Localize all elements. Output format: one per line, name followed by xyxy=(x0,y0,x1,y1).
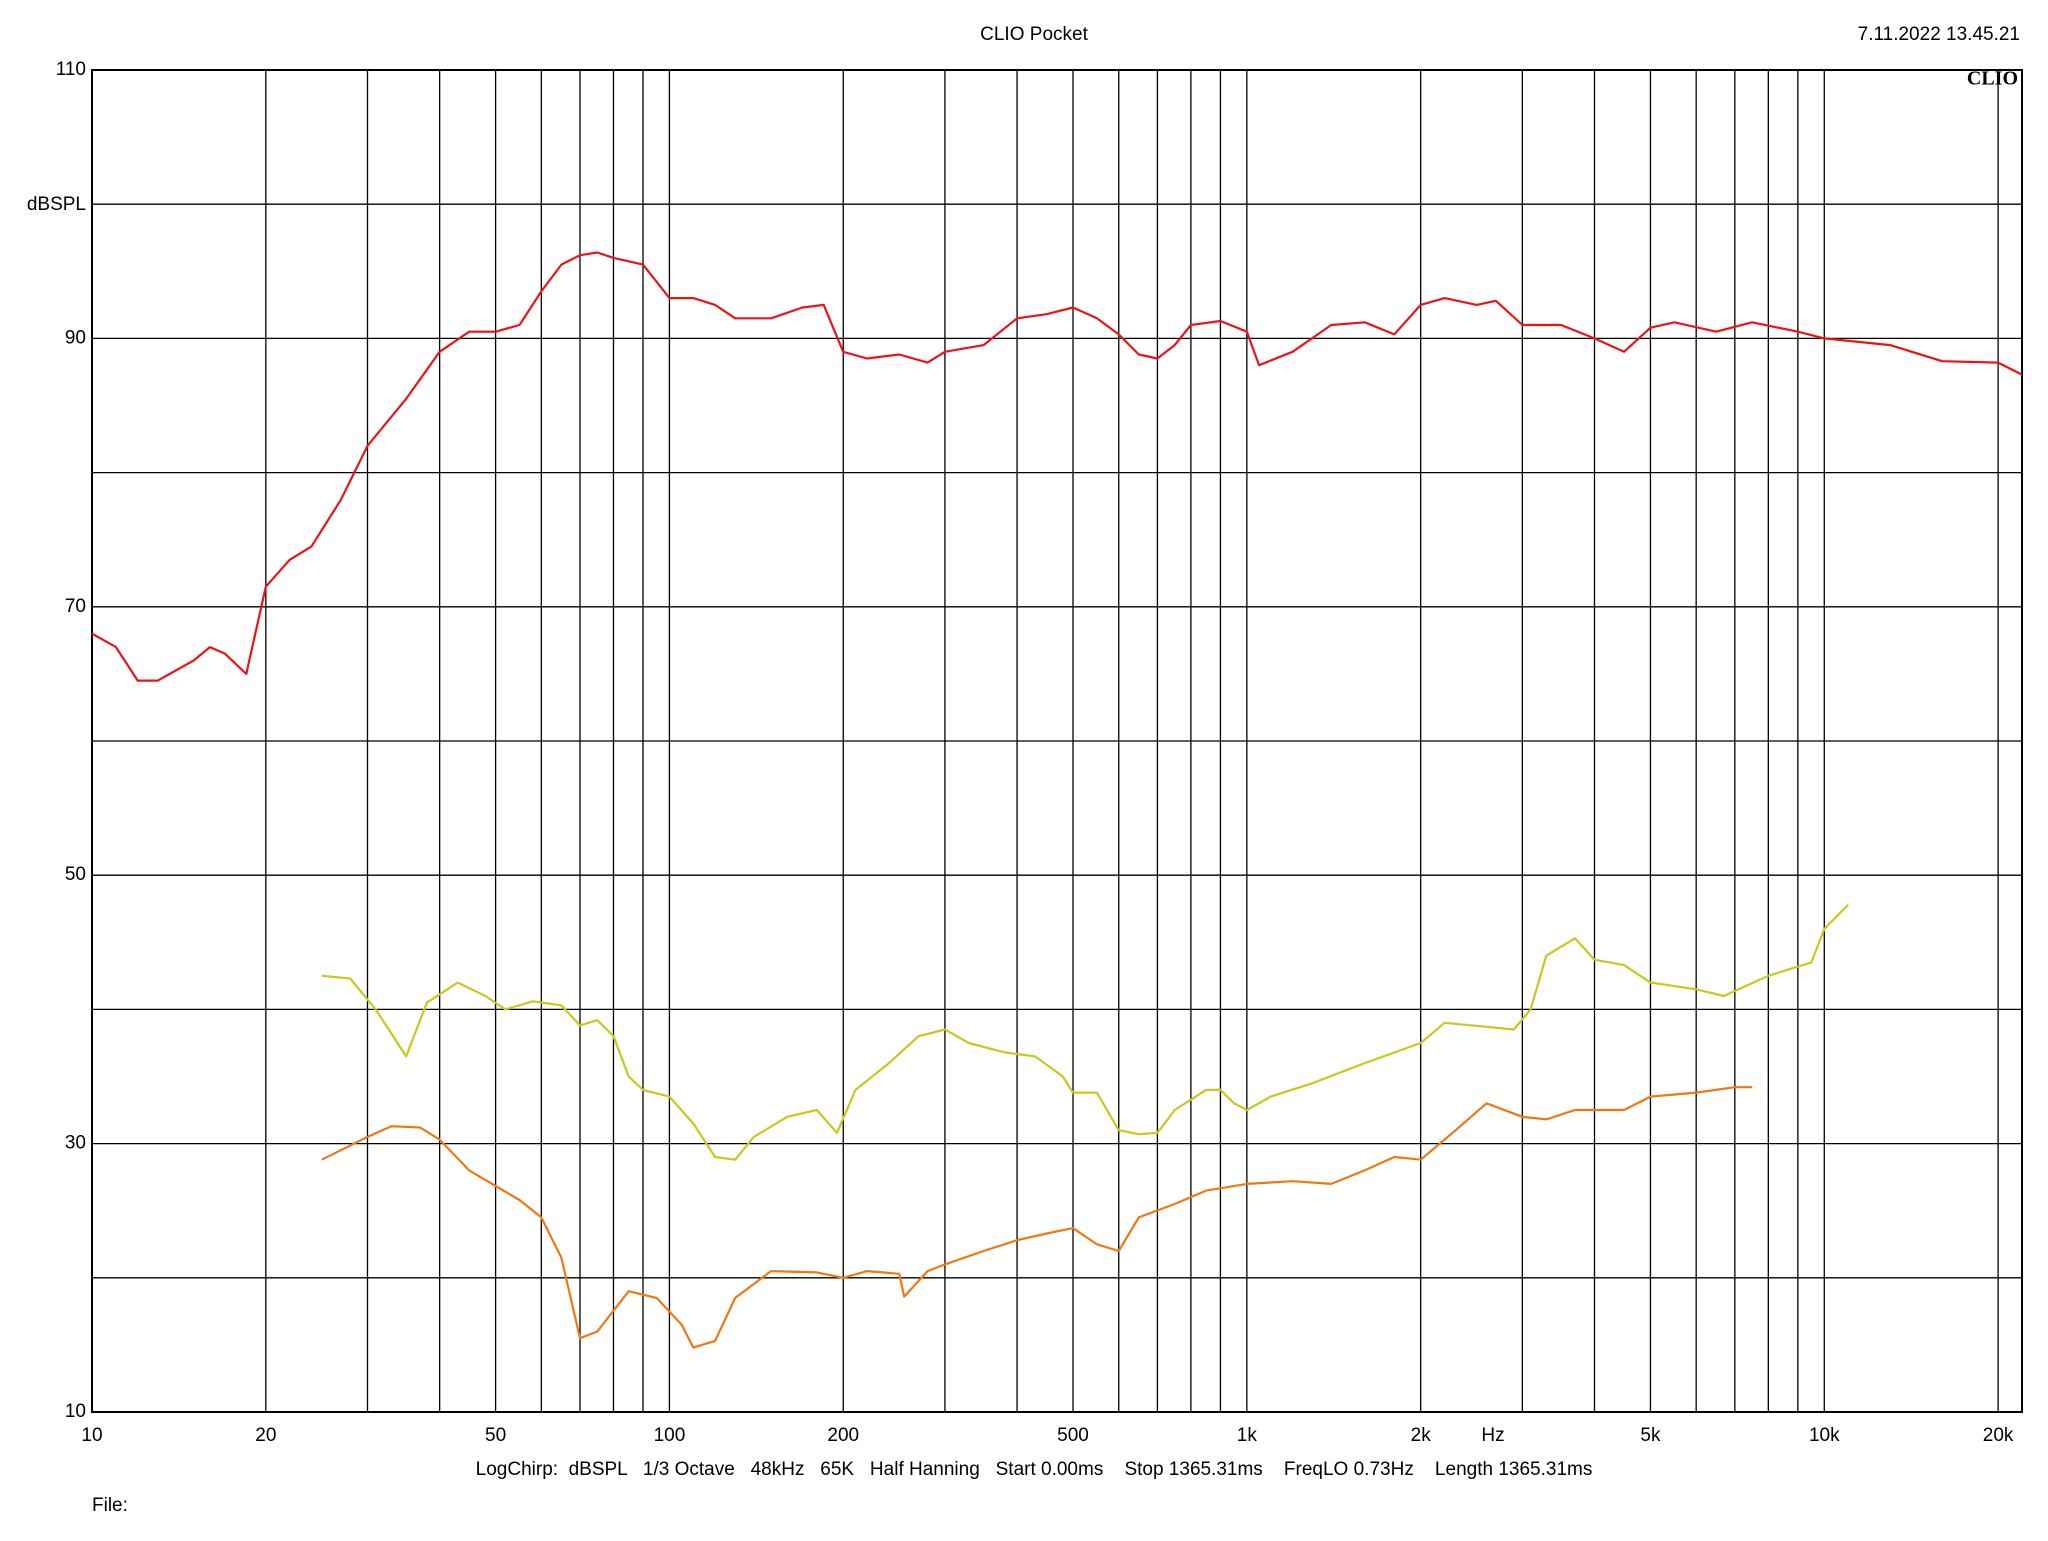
y-tick-label: 30 xyxy=(65,1133,86,1154)
y-tick-label: 10 xyxy=(65,1401,86,1422)
timestamp: 7.11.2022 13.45.21 xyxy=(1858,24,2020,45)
logo: CLIO xyxy=(1967,68,2018,90)
x-tick-label: 20 xyxy=(255,1425,276,1446)
x-tick-label: 10 xyxy=(81,1425,102,1446)
chart-title: CLIO Pocket xyxy=(980,24,1088,45)
y-tick-label: 110 xyxy=(56,59,86,80)
x-tick-label: 500 xyxy=(1057,1425,1089,1446)
x-tick-label: 200 xyxy=(827,1425,859,1446)
y-tick-label: 70 xyxy=(65,596,86,617)
series-line xyxy=(321,903,1849,1161)
y-tick-label: 90 xyxy=(65,327,86,348)
x-tick-label: 5k xyxy=(1640,1425,1661,1446)
x-tick-label: 100 xyxy=(654,1425,686,1446)
series-line xyxy=(321,1086,1753,1349)
plot-frame xyxy=(91,69,2023,1413)
footer: LogChirp: dBSPL 1/3 Octave 48kHz 65K Hal… xyxy=(476,1459,1593,1480)
y-axis-label: dBSPL xyxy=(27,194,86,215)
x-tick-label: 1k xyxy=(1237,1425,1258,1446)
y-tick-label: 50 xyxy=(65,864,86,885)
x-tick-label: 10k xyxy=(1809,1425,1840,1446)
x-tick-label: 20k xyxy=(1983,1425,2014,1446)
x-axis-label: Hz xyxy=(1481,1425,1504,1446)
file-label: File: xyxy=(92,1495,128,1516)
series-line xyxy=(91,251,2023,682)
x-tick-label: 2k xyxy=(1411,1425,1432,1446)
x-tick-label: 50 xyxy=(485,1425,506,1446)
